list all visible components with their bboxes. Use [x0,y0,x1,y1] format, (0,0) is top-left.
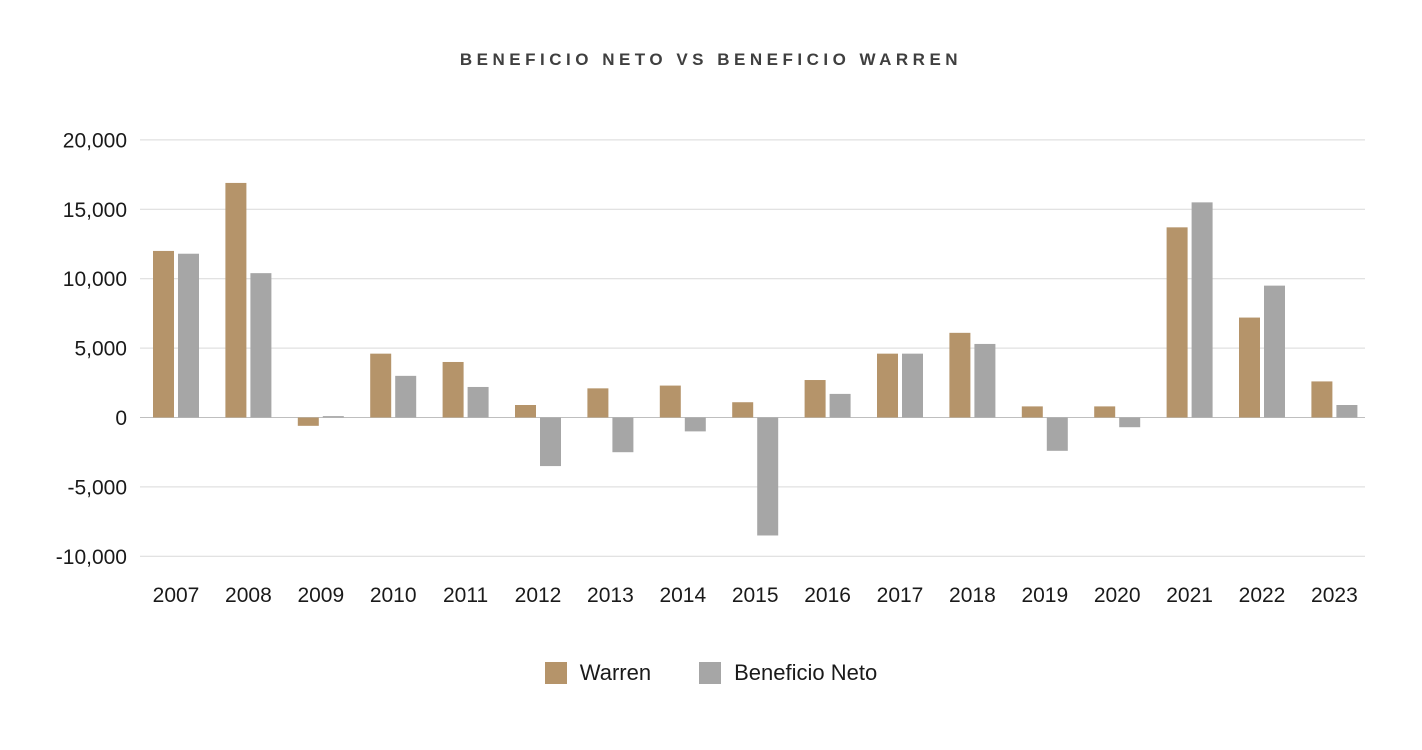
bar-beneficio-neto-2015 [757,417,779,536]
legend-label-warren: Warren [579,660,652,685]
bar-warren-2016 [804,380,826,418]
bar-warren-2014 [659,385,681,418]
legend-item-warren: Warren [544,660,652,685]
bar-beneficio-neto-2022 [1264,285,1285,418]
bar-warren-2011 [442,361,464,418]
legend-item-beneficio-neto: Beneficio Neto [699,662,877,684]
bar-warren-2007 [153,250,174,418]
bar-warren-2009 [297,417,319,426]
bar-warren-2022 [1239,317,1260,418]
bar-beneficio-neto-2010 [395,375,417,418]
y-tick-label: 20,000 [63,129,127,152]
x-tick-label: 2010 [370,584,417,607]
bar-warren-2020 [1094,406,1116,418]
bar-beneficio-neto-2023 [1336,405,1358,418]
x-tick-label: 2018 [949,584,996,607]
x-tick-label: 2007 [153,584,200,607]
legend-swatch-warren [544,662,567,684]
x-tick-label: 2015 [732,584,779,607]
x-tick-label: 2009 [297,584,344,607]
x-tick-label: 2023 [1311,584,1358,607]
bar-beneficio-neto-2020 [1119,417,1141,428]
x-tick-label: 2011 [443,584,488,607]
bar-beneficio-neto-2012 [540,417,561,467]
bar-warren-2017 [877,353,898,418]
x-tick-label: 2019 [1021,584,1068,607]
y-tick-label: 15,000 [63,199,127,222]
bar-beneficio-neto-2017 [902,353,923,418]
bar-beneficio-neto-2008 [250,273,272,418]
bar-warren-2018 [949,332,971,418]
legend-label-beneficio-neto: Beneficio Neto [734,660,878,685]
bar-warren-2012 [515,405,536,418]
y-tick-label: -5,000 [67,476,127,499]
y-tick-label: 5,000 [74,338,127,361]
bar-beneficio-neto-2019 [1046,417,1068,451]
x-tick-label: 2008 [225,584,272,607]
x-tick-label: 2017 [877,584,924,607]
bar-beneficio-neto-2016 [829,393,851,418]
bar-warren-2013 [587,388,609,418]
x-tick-label: 2022 [1239,584,1286,607]
x-tick-label: 2016 [804,584,851,607]
bar-beneficio-neto-2013 [612,417,634,453]
bar-warren-2019 [1021,406,1043,418]
bar-beneficio-neto-2018 [974,343,996,418]
bar-beneficio-neto-2011 [467,386,489,418]
bar-beneficio-neto-2021 [1191,202,1213,418]
y-tick-label: 10,000 [63,268,127,291]
bar-warren-2008 [225,182,247,418]
bar-warren-2023 [1311,381,1333,418]
y-tick-label: 0 [115,407,127,430]
bar-beneficio-neto-2009 [322,416,344,418]
bar-warren-2015 [732,402,754,418]
x-tick-label: 2012 [515,584,562,607]
y-tick-label: -10,000 [56,546,127,569]
x-tick-label: 2013 [587,584,634,607]
x-tick-label: 2014 [659,584,706,607]
bar-beneficio-neto-2014 [684,417,706,432]
x-tick-label: 2021 [1166,584,1213,607]
legend-swatch-beneficio-neto [699,662,722,684]
bar-warren-2010 [370,353,392,418]
x-tick-label: 2020 [1094,584,1141,607]
chart-title: BENEFICIO NETO VS BENEFICIO WARREN [459,50,963,69]
chart-legend: Warren Beneficio Neto [0,662,1422,684]
bar-warren-2021 [1166,227,1188,418]
bar-beneficio-neto-2007 [178,253,199,418]
